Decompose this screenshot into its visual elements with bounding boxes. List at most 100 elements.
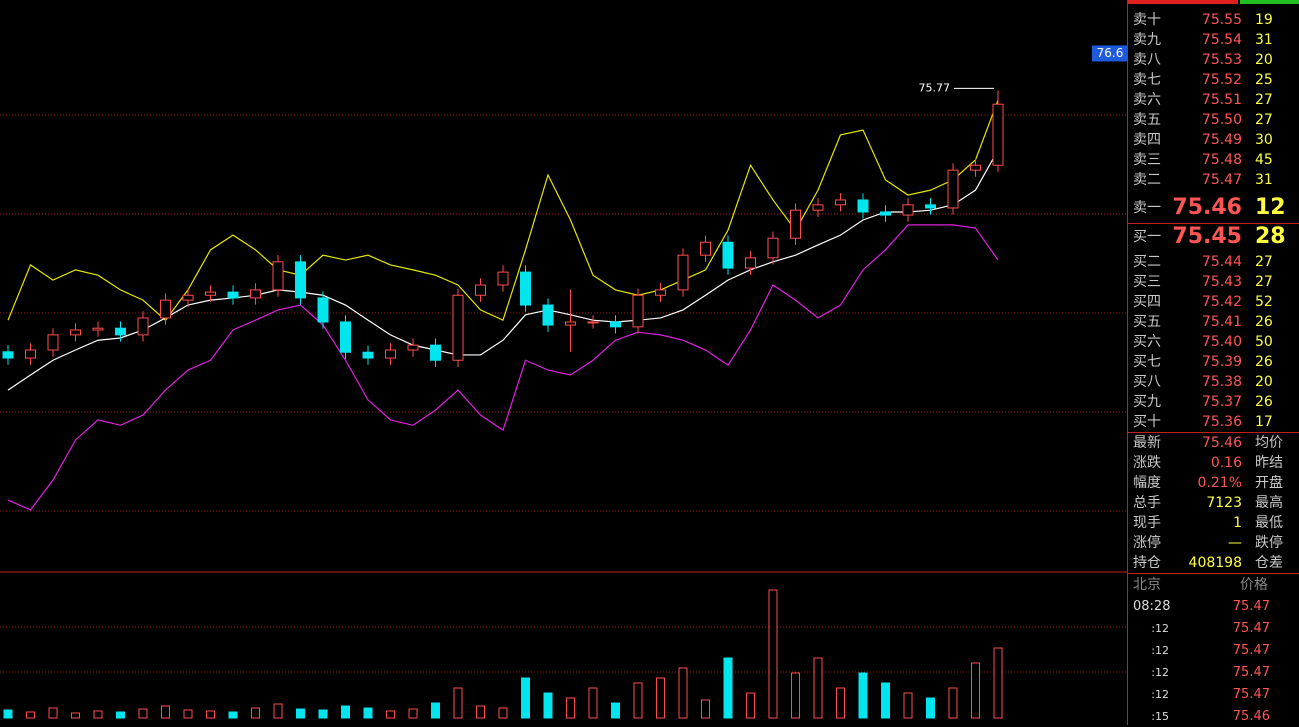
- quote-label: 昨结: [1255, 455, 1283, 471]
- candle-body: [227, 291, 239, 299]
- volume-bar: [948, 687, 958, 719]
- tick-price: 75.47: [1232, 665, 1270, 680]
- quote-label: 幅度: [1133, 475, 1161, 491]
- quote-label: 最低: [1255, 515, 1283, 531]
- volume-bar: [296, 708, 305, 719]
- bid-volume: 26: [1255, 314, 1273, 330]
- quote-label: 开盘: [1255, 475, 1283, 491]
- volume-bar: [273, 703, 283, 719]
- volume-bar: [138, 708, 148, 719]
- volume-bar: [386, 710, 395, 719]
- quote-label: 仓差: [1255, 555, 1283, 571]
- volume-bar: [903, 692, 913, 719]
- ask-volume: 19: [1255, 12, 1273, 28]
- ask-price: 75.48: [1201, 152, 1242, 168]
- band-middle: [7, 149, 999, 391]
- bid-label: 买二: [1133, 254, 1161, 270]
- candle-body: [677, 254, 689, 291]
- ask-label: 卖四: [1133, 132, 1161, 148]
- volume-bar: [993, 647, 1003, 719]
- bid-price: 75.37: [1201, 394, 1242, 410]
- candle-body: [835, 199, 846, 206]
- candle-body: [992, 103, 1004, 166]
- candle-body: [520, 271, 531, 306]
- candle-body: [407, 344, 419, 351]
- quote-value: —: [1228, 535, 1242, 551]
- bar: [1240, 0, 1299, 4]
- ticks-header: 价格: [1240, 577, 1268, 593]
- bid-label: 买十: [1133, 414, 1161, 430]
- bid-price: 75.43: [1201, 274, 1242, 290]
- quote-label: 最高: [1255, 495, 1283, 511]
- bid-price: 75.44: [1201, 254, 1242, 270]
- volume-bar: [656, 677, 665, 719]
- divider: [1128, 223, 1299, 224]
- bid-label: 买一: [1133, 229, 1161, 245]
- candle-body: [497, 271, 509, 286]
- volume-bar: [228, 711, 238, 719]
- candle-body: [610, 321, 621, 328]
- ask-price: 75.46: [1172, 195, 1242, 220]
- candle-body: [272, 261, 284, 291]
- tick-price: 75.46: [1232, 709, 1270, 724]
- volume-bar: [836, 687, 845, 719]
- candle-body: [295, 261, 306, 299]
- tick-time: 08:28: [1133, 599, 1171, 614]
- ask-volume: 20: [1255, 52, 1273, 68]
- ask-volume: 30: [1255, 132, 1273, 148]
- ask-label: 卖六: [1133, 92, 1161, 108]
- bid-volume: 26: [1255, 354, 1273, 370]
- bid-price: 75.40: [1201, 334, 1242, 350]
- quote-label: 总手: [1133, 495, 1161, 511]
- quote-label: 持仓: [1133, 555, 1161, 571]
- volume-bar: [363, 707, 373, 719]
- quote-label: 最新: [1133, 435, 1161, 451]
- candle-body: [970, 164, 981, 171]
- bid-volume: 20: [1255, 374, 1273, 390]
- tick-price: 75.47: [1232, 599, 1270, 614]
- tick-price: 75.47: [1232, 687, 1270, 702]
- candle-body: [565, 321, 576, 326]
- grid: [0, 114, 1127, 673]
- volume-bar: [71, 712, 80, 719]
- quote-value: 1: [1233, 515, 1242, 531]
- bid-volume: 17: [1255, 414, 1273, 430]
- ask-label: 卖八: [1133, 52, 1161, 68]
- candle-body: [880, 211, 891, 216]
- ask-label: 卖七: [1133, 72, 1161, 88]
- quote-label: 涨停: [1133, 535, 1161, 551]
- bid-price: 75.42: [1201, 294, 1242, 310]
- candle-body: [25, 349, 36, 359]
- band-upper: [7, 99, 999, 322]
- candle-body: [812, 204, 824, 211]
- candle-body: [250, 289, 261, 299]
- ask-volume: 25: [1255, 72, 1273, 88]
- volume-bar: [768, 589, 778, 719]
- volume-bar: [678, 667, 688, 719]
- volume-bar: [498, 707, 508, 719]
- bid-volume: 50: [1255, 334, 1273, 350]
- volume-bar: [341, 705, 350, 719]
- bar: [1128, 0, 1238, 4]
- tick-time: :12: [1151, 622, 1169, 635]
- volume-bar: [116, 711, 125, 719]
- band-lower: [7, 224, 999, 511]
- high-label: 75.77: [919, 81, 951, 94]
- bid-label: 买五: [1133, 314, 1161, 330]
- volume-bar: [408, 708, 418, 719]
- bid-volume: 26: [1255, 394, 1273, 410]
- ask-volume: 45: [1255, 152, 1273, 168]
- bid-label: 买八: [1133, 374, 1161, 390]
- ask-volume: 31: [1255, 172, 1273, 188]
- candle-body: [700, 241, 711, 256]
- quote-label: 现手: [1133, 515, 1161, 531]
- candle-body: [182, 294, 194, 301]
- chart: 75.77 76.6: [0, 45, 1127, 719]
- candle-body: [925, 204, 936, 209]
- volume-bar: [701, 699, 710, 719]
- candle-body: [362, 351, 374, 359]
- ask-price: 75.47: [1201, 172, 1242, 188]
- quote-label: 跌停: [1255, 535, 1283, 551]
- volume-bar: [588, 687, 598, 719]
